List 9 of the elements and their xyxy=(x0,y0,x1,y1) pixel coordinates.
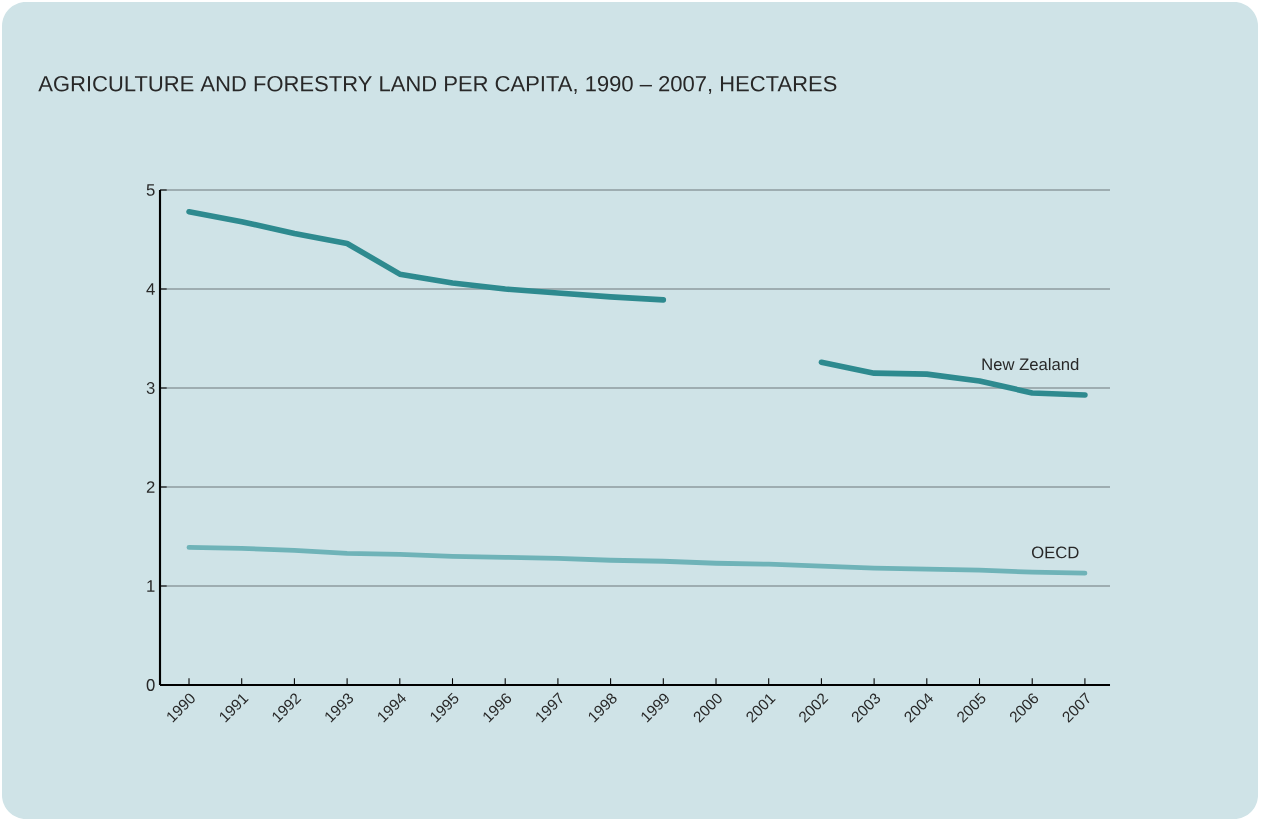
series-label: OECD xyxy=(1031,546,1079,559)
y-tick-label: 2 xyxy=(146,481,155,493)
y-tick-label: 1 xyxy=(147,580,155,592)
y-tick-label: 5 xyxy=(146,184,155,196)
y-tick-label: 0 xyxy=(146,679,155,691)
chart-title: AGRICULTURE AND FORESTRY LAND PER CAPITA, 1990 – 2007, HECTARES xyxy=(38,75,837,95)
series-label: New Zealand xyxy=(982,357,1079,371)
y-tick-label: 4 xyxy=(146,283,155,295)
y-tick-label: 3 xyxy=(146,382,155,394)
